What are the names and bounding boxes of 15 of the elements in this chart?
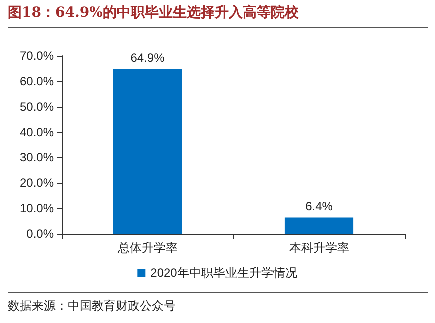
y-tick-label: 70.0%: [20, 49, 54, 63]
data-label: 6.4%: [306, 200, 334, 214]
y-tick-label: 40.0%: [20, 125, 54, 140]
y-tick-label: 0.0%: [26, 227, 54, 241]
x-tick-label: 本科升学率: [289, 241, 350, 255]
y-tick-label: 60.0%: [20, 74, 54, 88]
x-tick-label: 总体升学率: [116, 241, 178, 255]
source-note: 数据来源：中国教育财政公众号: [8, 292, 428, 315]
y-tick-label: 20.0%: [20, 176, 54, 190]
y-tick-label: 50.0%: [20, 100, 54, 114]
y-tick-label: 10.0%: [20, 202, 54, 216]
legend-label: 2020年中职毕业生升学情况: [150, 266, 298, 280]
chart-title: 图18：64.9%的中职毕业生选择升入高等院校: [8, 4, 428, 28]
data-label: 64.9%: [130, 50, 166, 65]
y-tick-label: 30.0%: [20, 150, 54, 165]
